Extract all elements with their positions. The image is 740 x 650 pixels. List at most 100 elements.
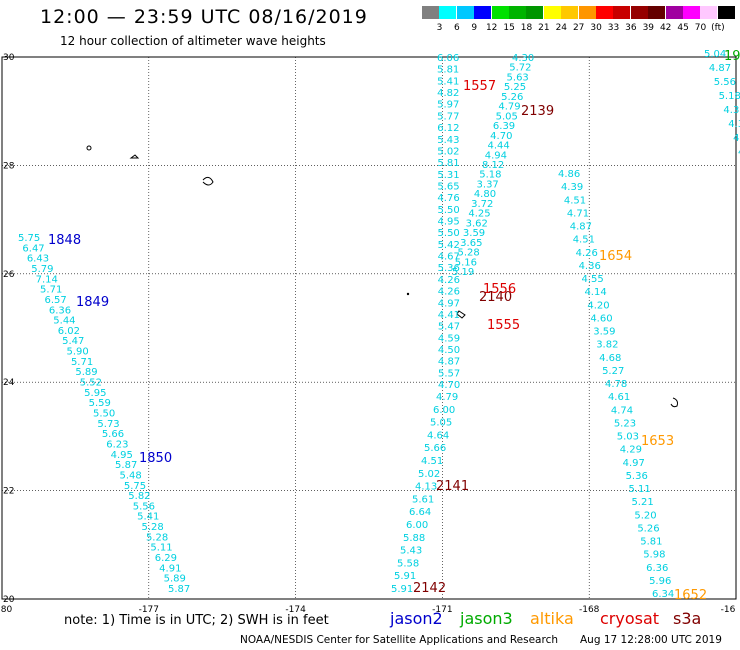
wave-height-value: 5.47 — [62, 336, 84, 347]
y-tick-label: 22 — [3, 487, 14, 497]
wave-height-value: 4.91 — [159, 563, 181, 574]
legend-label: 45 — [677, 23, 689, 33]
time-label: 1654 — [599, 249, 632, 264]
wave-height-value: 6.12 — [437, 123, 459, 134]
wave-height-value: 3.72 — [471, 199, 493, 210]
wave-height-value: 5.43 — [437, 135, 459, 146]
wave-height-value: 4.31 — [728, 119, 740, 130]
wave-height-value: 5.87 — [115, 460, 137, 471]
wave-height-value: 4.97 — [623, 458, 645, 469]
wave-height-value: 5.89 — [75, 367, 97, 378]
track-a: 5.756.476.435.797.145.716.576.365.446.02… — [18, 233, 190, 595]
wave-height-value: 4.95 — [111, 450, 133, 461]
wave-height-value: 5.57 — [438, 368, 460, 379]
wave-height-value: 5.23 — [614, 418, 636, 429]
wave-height-value: 4.55 — [582, 274, 604, 285]
x-tick-label: -180 — [0, 605, 12, 615]
wave-height-value: 5.20 — [634, 510, 656, 521]
wave-height-value: 5.87 — [168, 584, 190, 595]
time-label: 19 — [724, 49, 740, 64]
islands — [86, 145, 678, 408]
y-tick-label: 26 — [3, 270, 15, 280]
wave-height-value: 6.34 — [652, 589, 674, 600]
wave-height-value: 6.29 — [155, 553, 177, 564]
y-tick-label: 20 — [3, 595, 15, 605]
wave-height-value: 6.02 — [58, 326, 80, 337]
wave-height-value: 5.52 — [80, 378, 102, 389]
wave-height-value: 5.26 — [637, 523, 659, 534]
satellite-s3a: s3a — [673, 609, 702, 628]
wave-height-value: 3.62 — [466, 218, 488, 229]
wave-height-value: 4.3 — [733, 133, 740, 144]
grid-lines — [2, 57, 736, 599]
wave-height-value: 5.44 — [53, 316, 75, 327]
wave-height-value: 5.59 — [89, 398, 111, 409]
legend-label: 42 — [659, 23, 672, 33]
x-tick-label: -174 — [285, 605, 306, 615]
time-label: 1850 — [139, 451, 172, 466]
wave-height-value: 5.72 — [509, 63, 531, 74]
time-label: 2140 — [479, 290, 512, 305]
wave-height-value: 4.94 — [485, 150, 507, 161]
wave-height-value: 6.43 — [27, 254, 49, 265]
wave-height-value: 4.97 — [438, 298, 460, 309]
wave-height-value: 5.41 — [437, 76, 459, 87]
y-tick-label: 28 — [3, 161, 15, 171]
wave-height-value: 5.81 — [640, 537, 662, 548]
legend-label: 12 — [485, 23, 498, 33]
satellite-jason2: jason2 — [390, 609, 443, 628]
wave-height-value: 5.81 — [437, 65, 459, 76]
legend-swatch — [630, 6, 648, 19]
wave-height-value: 4.67 — [438, 252, 460, 263]
legend-swatch — [491, 6, 509, 19]
wave-height-value: 4.26 — [438, 275, 460, 286]
track-e: 4.79 6.00 5.054.64 5.66 4.51 5.02 4.135.61 6.64… — [391, 392, 458, 595]
legend-label: 3 — [436, 23, 443, 33]
wave-height-value: 5.04 — [704, 49, 726, 60]
satellite-jason3: jason3 — [460, 609, 513, 628]
wave-height-value: 4.71 — [567, 208, 589, 219]
legend-swatch — [578, 6, 596, 19]
legend-swatch — [561, 6, 579, 19]
wave-height-value: 5.63 — [507, 72, 529, 83]
y-tick-label: 30 — [3, 53, 15, 63]
wave-height-value: 3.82 — [596, 340, 618, 351]
credit-line: NOAA/NESDIS Center for Satellite Applica… — [240, 634, 558, 646]
wave-height-value: 4.87 — [570, 222, 592, 233]
wave-height-value: 6.39 — [493, 121, 515, 132]
wave-height-value: 5.18 — [479, 170, 501, 181]
wave-height-value: 5.36 — [626, 471, 648, 482]
wave-height-value: 5.90 — [67, 347, 89, 358]
wave-height-value: 6.47 — [22, 243, 44, 254]
wave-height-value: 5.05 — [430, 418, 452, 429]
wave-height-value: 5.50 — [438, 228, 460, 239]
wave-height-value: 4.29 — [620, 445, 642, 456]
wave-height-value: 4.36 — [579, 261, 601, 272]
wave-height-value: 4.79 — [436, 392, 458, 403]
wave-height-value: 5.18 — [719, 91, 740, 102]
wave-height-value: 4.74 — [611, 405, 633, 416]
wave-height-value: 4.60 — [590, 313, 612, 324]
legend-swatch — [717, 6, 735, 19]
wave-height-value: 5.75 — [18, 233, 40, 244]
wave-height-value: 4.14 — [584, 287, 606, 298]
wave-height-value: 5.73 — [97, 419, 119, 430]
wave-height-value: 5.28 — [146, 532, 168, 543]
legend-label: 36 — [625, 23, 637, 33]
wave-height-value: 5.28 — [457, 248, 479, 259]
track-b: 6.065.815.414.825.975.776.125.435.025.81… — [437, 53, 460, 391]
wave-height-value: 5.50 — [437, 205, 459, 216]
wave-height-value: 5.11 — [150, 543, 172, 554]
wave-height-value: 5.88 — [403, 533, 425, 544]
wave-height-value: 4.64 — [427, 430, 449, 441]
time-label: 1653 — [641, 434, 674, 449]
wave-height-value: 4.44 — [487, 141, 509, 152]
wave-height-value: 5.36 — [438, 263, 460, 274]
wave-height-value: 5.65 — [437, 181, 459, 192]
axis-tick-labels: -180 -177 -174 -171 -168 -16 30 28 26 24 22 20 — [0, 53, 736, 615]
wave-height-value: 6.06 — [437, 53, 459, 64]
wave-height-value: 4.95 — [438, 217, 460, 228]
wave-height-value: 5.66 — [424, 443, 446, 454]
wave-height-value: 5.19 — [452, 267, 474, 278]
